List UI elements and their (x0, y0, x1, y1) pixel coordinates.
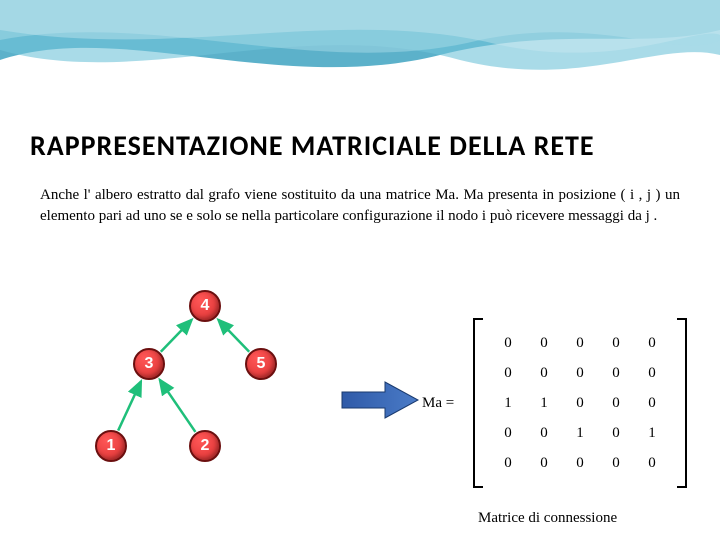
matrix-cell: 0 (490, 358, 526, 388)
big-arrow-icon (340, 380, 420, 420)
matrix-cell: 0 (562, 388, 598, 418)
matrix-cell: 0 (634, 448, 670, 478)
tree-diagram: 43 5 1 2 (95, 290, 315, 490)
slide-paragraph: Anche l' albero estratto dal grafo viene… (40, 185, 680, 227)
matrix-cell: 0 (526, 418, 562, 448)
matrix-bracket-left (473, 318, 483, 488)
matrix-cell: 1 (634, 418, 670, 448)
matrix-cell: 0 (634, 358, 670, 388)
matrix-cell: 0 (562, 328, 598, 358)
matrix-cell: 0 (598, 448, 634, 478)
tree-node-5: 5 (245, 348, 277, 380)
tree-node-2: 2 (189, 430, 221, 462)
matrix-cell: 0 (634, 388, 670, 418)
matrix-cell: 1 (562, 418, 598, 448)
matrix-cell: 0 (598, 388, 634, 418)
tree-node-3: 3 (133, 348, 165, 380)
matrix-cell: 0 (598, 358, 634, 388)
matrix-cell: 0 (490, 448, 526, 478)
matrix-cell: 0 (562, 358, 598, 388)
matrix-label: Ma = (422, 395, 454, 412)
matrix-cell: 0 (526, 358, 562, 388)
matrix-cell: 0 (598, 328, 634, 358)
matrix-cell: 0 (526, 448, 562, 478)
matrix-bracket-right (677, 318, 687, 488)
tree-node-1: 1 (95, 430, 127, 462)
matrix-cell: 1 (526, 388, 562, 418)
matrix-cell: 0 (526, 328, 562, 358)
matrix: 0000000000110000010100000 (475, 318, 685, 488)
matrix-cell: 0 (490, 418, 526, 448)
wave-background (0, 0, 720, 110)
matrix-table: 0000000000110000010100000 (490, 328, 670, 478)
matrix-cell: 0 (634, 328, 670, 358)
matrix-cell: 0 (562, 448, 598, 478)
matrix-cell: 0 (598, 418, 634, 448)
slide-title: RAPPRESENTAZIONE MATRICIALE DELLA RETE (30, 128, 595, 163)
matrix-caption: Matrice di connessione (478, 510, 617, 527)
matrix-cell: 0 (490, 328, 526, 358)
matrix-cell: 1 (490, 388, 526, 418)
tree-node-4: 4 (189, 290, 221, 322)
